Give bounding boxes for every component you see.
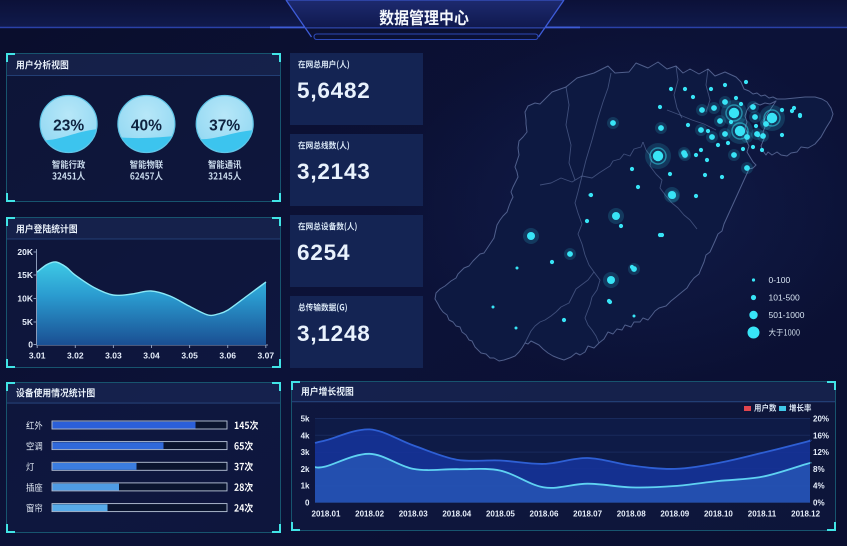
svg-text:3.06: 3.06 [219, 351, 236, 361]
svg-text:3.03: 3.03 [105, 351, 122, 361]
svg-text:0%: 0% [813, 499, 825, 508]
svg-text:40%: 40% [131, 118, 162, 135]
svg-text:2018.08: 2018.08 [617, 510, 646, 519]
svg-text:2018.06: 2018.06 [530, 510, 559, 519]
svg-text:2018.11: 2018.11 [748, 510, 777, 519]
svg-text:8%: 8% [813, 465, 825, 474]
svg-text:20%: 20% [813, 415, 829, 424]
svg-text:10K: 10K [17, 294, 33, 304]
svg-text:101-500: 101-500 [769, 293, 800, 303]
svg-text:16%: 16% [813, 431, 829, 440]
svg-text:3,2143: 3,2143 [297, 159, 371, 184]
svg-text:3,1248: 3,1248 [297, 321, 371, 346]
svg-text:2018.01: 2018.01 [312, 510, 341, 519]
svg-text:0: 0 [28, 340, 33, 350]
svg-text:2018.02: 2018.02 [355, 510, 384, 519]
svg-text:5k: 5k [301, 415, 310, 424]
svg-text:3.01: 3.01 [29, 351, 46, 361]
svg-text:20K: 20K [17, 247, 33, 257]
svg-text:6254: 6254 [297, 240, 350, 265]
svg-text:3.07: 3.07 [258, 351, 275, 361]
svg-text:0: 0 [305, 499, 310, 508]
svg-text:37%: 37% [209, 118, 240, 135]
svg-text:4k: 4k [301, 431, 310, 440]
svg-text:3k: 3k [301, 448, 310, 457]
svg-text:5,6482: 5,6482 [297, 78, 371, 103]
svg-text:2018.12: 2018.12 [791, 510, 820, 519]
svg-text:3.02: 3.02 [67, 351, 84, 361]
svg-text:2018.09: 2018.09 [660, 510, 689, 519]
svg-text:1k: 1k [301, 482, 310, 491]
svg-text:5K: 5K [22, 317, 34, 327]
svg-text:0-100: 0-100 [769, 275, 791, 285]
svg-text:15K: 15K [17, 270, 33, 280]
svg-text:3.05: 3.05 [181, 351, 198, 361]
svg-text:2018.03: 2018.03 [399, 510, 428, 519]
svg-text:4%: 4% [813, 482, 825, 491]
svg-text:2018.10: 2018.10 [704, 510, 733, 519]
svg-text:501-1000: 501-1000 [769, 310, 805, 320]
svg-text:2018.04: 2018.04 [442, 510, 471, 519]
svg-text:2k: 2k [301, 465, 310, 474]
svg-text:2018.05: 2018.05 [486, 510, 515, 519]
svg-text:3.04: 3.04 [143, 351, 160, 361]
svg-text:2018.07: 2018.07 [573, 510, 602, 519]
svg-text:12%: 12% [813, 448, 829, 457]
svg-text:23%: 23% [53, 118, 84, 135]
